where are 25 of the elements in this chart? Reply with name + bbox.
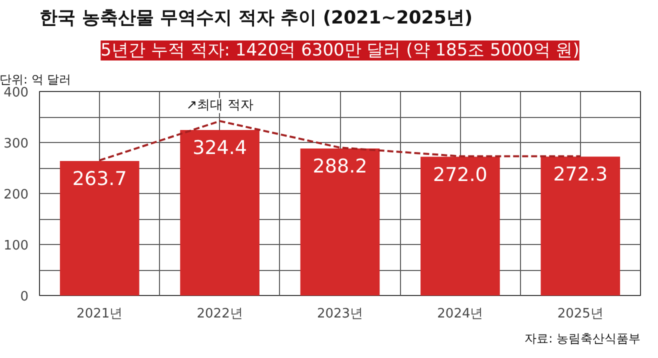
data-label: 288.2 bbox=[312, 156, 368, 178]
bar bbox=[60, 161, 140, 296]
x-tick-label: 2023년 bbox=[316, 306, 364, 322]
x-tick-label: 2022년 bbox=[196, 306, 243, 322]
y-tick-label: 100 bbox=[4, 238, 29, 254]
text: 자료: 농림축산식품부 bbox=[524, 332, 640, 346]
y-tick-label: 0 bbox=[20, 290, 29, 304]
bar bbox=[540, 156, 620, 296]
x-tick-label: 2024년 bbox=[437, 306, 484, 322]
bar bbox=[300, 148, 380, 296]
annotation: ↗최대 적자 bbox=[186, 98, 254, 114]
data-label: 263.7 bbox=[72, 168, 127, 190]
y-tick-label: 200 bbox=[4, 188, 29, 202]
x-tick-label: 2025년 bbox=[557, 306, 604, 322]
y-tick-label: 300 bbox=[4, 136, 29, 152]
chart-title: 한국 농축산물 무역수지 적자 추이 (2021~2025년) bbox=[40, 8, 473, 28]
bar bbox=[180, 130, 260, 296]
bar bbox=[420, 156, 500, 296]
x-tick-label: 2021년 bbox=[76, 306, 123, 322]
data-label: 272.0 bbox=[433, 164, 488, 186]
chart-subtitle: 5년간 누적 적자: 1420억 6300만 달러 (약 185조 5000억 원) bbox=[100, 40, 580, 60]
data-label: 272.3 bbox=[553, 164, 608, 186]
data-label: 324.4 bbox=[192, 137, 248, 160]
y-axis-title: 단위: 억 달러 bbox=[0, 72, 72, 86]
y-tick-label: 400 bbox=[4, 86, 29, 100]
